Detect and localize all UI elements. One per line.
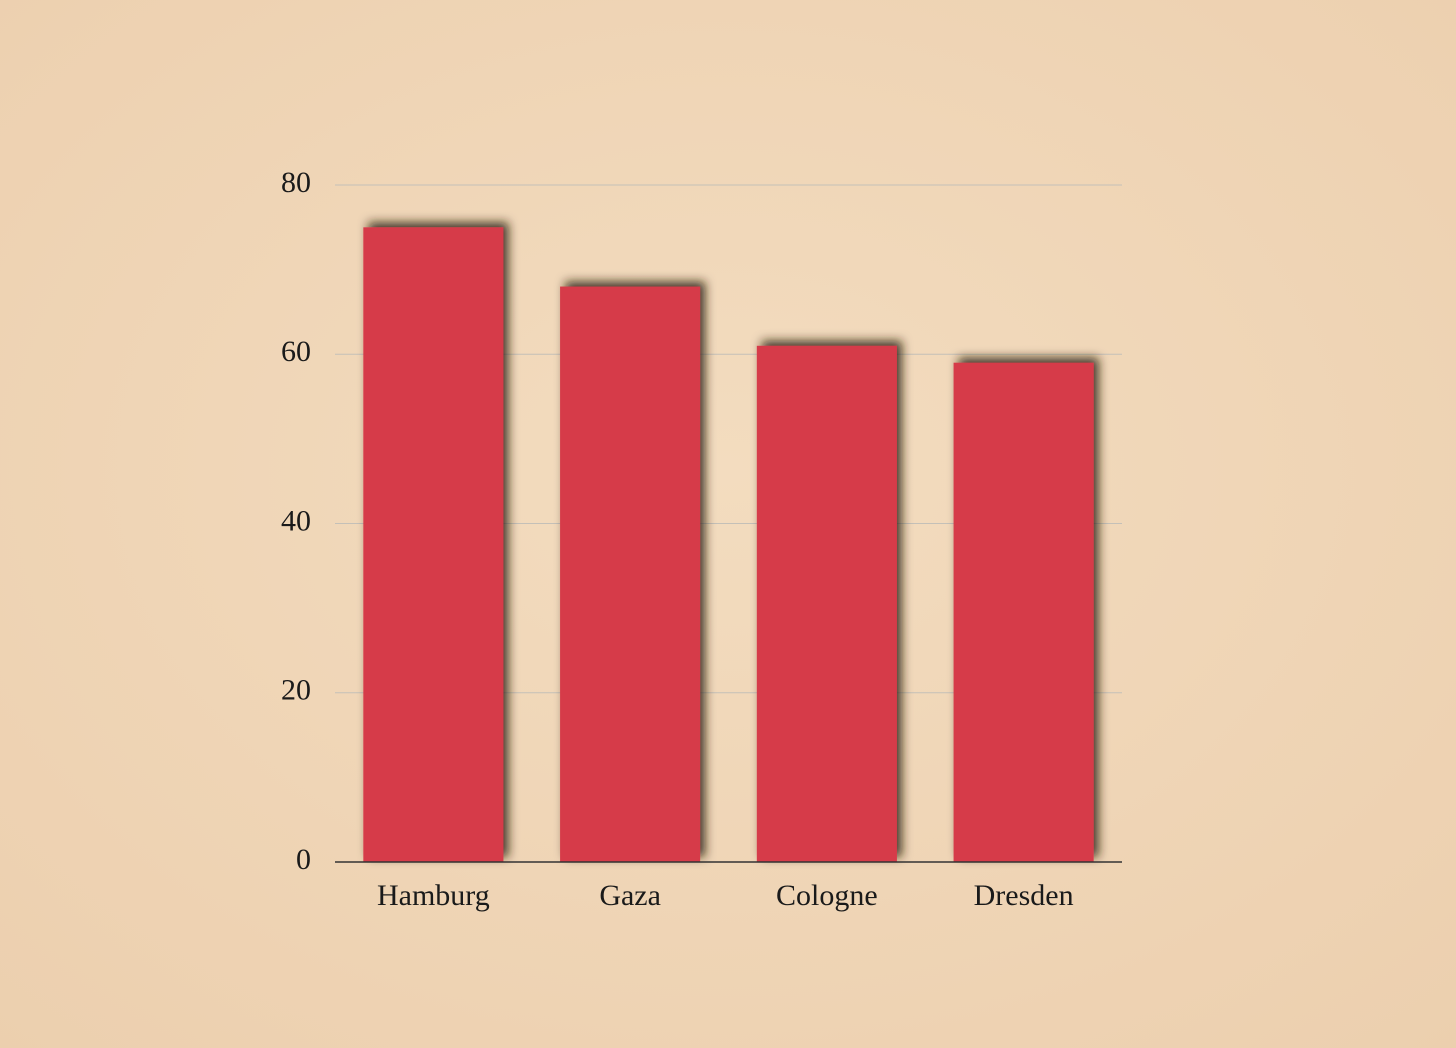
- bar: [363, 227, 504, 862]
- x-tick-label: Cologne: [776, 879, 878, 912]
- x-tick-label: Hamburg: [377, 879, 490, 912]
- bar: [756, 345, 897, 863]
- x-tick-label: Dresden: [974, 879, 1074, 912]
- y-tick-label: 80: [281, 166, 311, 199]
- bar: [953, 362, 1094, 862]
- x-tick-label: Gaza: [599, 879, 661, 912]
- y-tick-label: 0: [296, 843, 311, 876]
- y-tick-label: 60: [281, 335, 311, 368]
- y-tick-label: 40: [281, 504, 311, 537]
- y-tick-label: 20: [281, 674, 311, 707]
- bar: [560, 286, 701, 862]
